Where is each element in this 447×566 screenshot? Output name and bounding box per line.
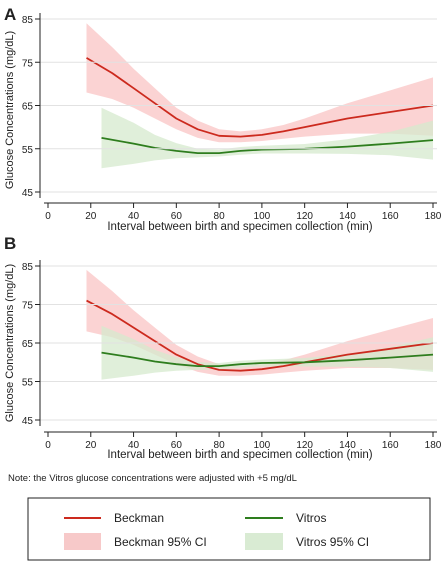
legend-beckman-ci-swatch xyxy=(64,533,101,550)
panel-a-x-tick-label: 60 xyxy=(171,211,183,222)
legend-vitros-ci-label: Vitros 95% CI xyxy=(296,535,369,549)
panel-a-x-tick-label: 100 xyxy=(254,211,271,222)
panel-b-x-tick-label: 180 xyxy=(425,440,442,451)
panel-a-x-tick-label: 40 xyxy=(128,211,140,222)
panel-a-x-tick-label: 160 xyxy=(382,211,399,222)
legend-vitros-ci-swatch xyxy=(245,533,283,550)
panel-b-beckman-ci-band xyxy=(86,269,433,376)
panel-b-y-tick-label: 55 xyxy=(22,378,34,389)
panel-b-ylabel: Glucose Concentrations (mg/dL) xyxy=(4,264,16,422)
panel-a-x-tick-label: 80 xyxy=(214,211,226,222)
panel-b-y-tick-label: 75 xyxy=(22,301,34,312)
legend-box xyxy=(27,497,431,561)
panel-a-y-tick-label: 75 xyxy=(22,58,34,69)
panel-b-vitros-ci-band xyxy=(101,325,433,380)
panel-b-x-tick-label: 160 xyxy=(382,440,399,451)
panel-a-vitros-ci-band xyxy=(101,107,433,169)
panel-a-xlabel: Interval between birth and specimen coll… xyxy=(107,221,372,233)
panel-b-x-tick-label: 100 xyxy=(254,440,271,451)
legend-beckman-ci-label: Beckman 95% CI xyxy=(114,535,207,549)
panel-a-y-tick-label: 45 xyxy=(22,188,34,199)
panel-b-xlabel: Interval between birth and specimen coll… xyxy=(107,449,372,461)
panel-a-x-tick-label: 140 xyxy=(339,211,356,222)
panel-a-x-tick-label: 0 xyxy=(45,211,51,222)
panel-b-x-tick-label: 140 xyxy=(339,440,356,451)
panel-b-y-tick-label: 85 xyxy=(22,262,34,273)
panel-a-vitros-line xyxy=(101,137,434,155)
panel-a-ylabel: Glucose Concentrations (mg/dL) xyxy=(4,31,16,189)
panel-a-y-tick-label: 85 xyxy=(22,15,34,26)
panel-a-y-tick-label: 55 xyxy=(22,145,34,156)
panel-a-beckman-ci-band xyxy=(86,23,433,143)
panel-a: A 45 55 65 75 85 0 20 40 60 80 100 120 140 160 180 Int… xyxy=(4,5,442,233)
panel-b: B 45 55 65 75 85 0 20 40 60 80 100 120 140 160 180 Int… xyxy=(4,234,442,461)
panel-b-y-tick-label: 65 xyxy=(22,339,34,350)
panel-a-letter: A xyxy=(4,5,16,24)
panel-b-y-tick-label: 45 xyxy=(22,416,34,427)
panel-a-y-tick-label: 65 xyxy=(22,102,34,113)
figure-note: Note: the Vitros glucose concentrations … xyxy=(8,473,297,484)
panel-b-vitros-line xyxy=(101,351,434,368)
panel-b-x-tick-label: 80 xyxy=(214,440,226,451)
panel-b-x-tick-label: 40 xyxy=(128,440,140,451)
panel-b-x-tick-label: 0 xyxy=(45,440,51,451)
legend-beckman-label: Beckman xyxy=(114,511,164,525)
panel-b-letter: B xyxy=(4,234,16,253)
panel-a-beckman-line xyxy=(86,57,434,138)
panel-b-x-tick-label: 120 xyxy=(296,440,313,451)
legend: Beckman Vitros Beckman 95% CI Vitros 95%… xyxy=(27,497,431,561)
panel-a-x-tick-label: 120 xyxy=(296,211,313,222)
panel-a-x-tick-label: 20 xyxy=(85,211,97,222)
panel-a-x-tick-label: 180 xyxy=(425,211,442,222)
panel-b-x-tick-label: 60 xyxy=(171,440,183,451)
panel-b-beckman-line xyxy=(86,299,434,372)
legend-vitros-label: Vitros xyxy=(296,511,326,525)
panel-b-x-tick-label: 20 xyxy=(85,440,97,451)
